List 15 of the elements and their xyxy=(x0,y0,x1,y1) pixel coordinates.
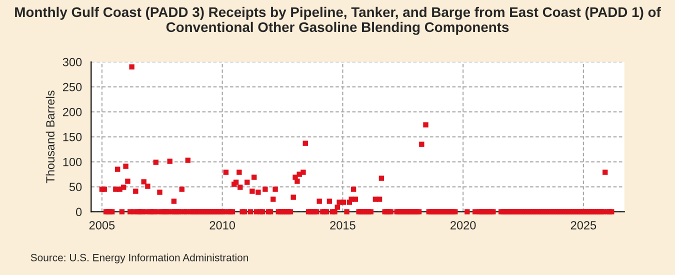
y-tick-label: 300 xyxy=(62,58,82,66)
x-tick-label: 2005 xyxy=(89,221,115,230)
y-tick-label: 0 xyxy=(76,208,82,216)
x-tick-label: 2020 xyxy=(450,221,476,230)
x-tick-label: 2025 xyxy=(570,221,596,230)
y-axis-title: Thousand Barrels xyxy=(46,90,55,184)
y-tick-label: 200 xyxy=(62,108,82,116)
y-tick-label: 100 xyxy=(63,158,82,166)
x-tick-label: 2010 xyxy=(210,221,235,230)
x-tick-label: 2015 xyxy=(330,221,356,230)
chart-title: Monthly Gulf Coast (PADD 3) Receipts by Pipeline, Tanker, and Barge from East Coast (PADD 1) of Conventional Other Gasoline Blending Components xyxy=(15,6,661,35)
y-tick-label: 250 xyxy=(62,82,82,92)
y-tick-label: 50 xyxy=(69,182,82,192)
source-note: Source: U.S. Energy Information Administration xyxy=(30,254,248,264)
y-tick-label: 150 xyxy=(63,132,82,142)
